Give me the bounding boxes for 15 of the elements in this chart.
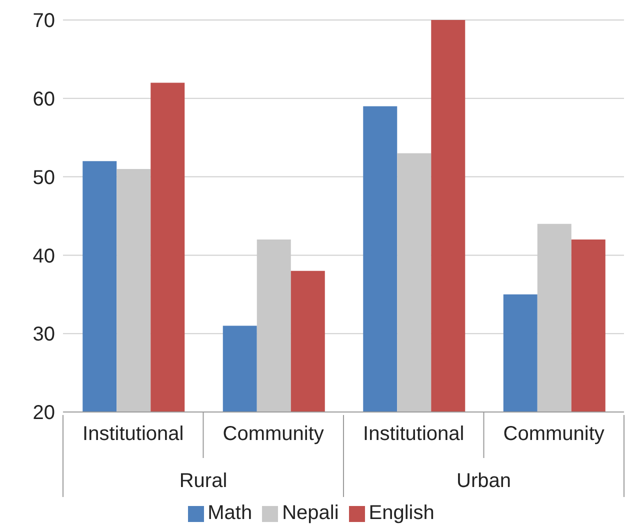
y-tick-label: 70 bbox=[32, 10, 55, 32]
x-tick-label: Institutional bbox=[82, 423, 184, 445]
legend-label: Math bbox=[208, 502, 252, 524]
y-tick-label: 30 bbox=[32, 324, 55, 346]
y-tick-label: 20 bbox=[32, 402, 55, 424]
y-tick-label: 60 bbox=[32, 88, 55, 110]
y-tick-label: 40 bbox=[32, 245, 55, 268]
x-tick-label: Community bbox=[222, 423, 324, 445]
x-tick-label: Community bbox=[503, 423, 604, 445]
text: Urban bbox=[456, 470, 511, 492]
x-tick-label: Institutional bbox=[363, 423, 464, 445]
text: Rural bbox=[179, 470, 228, 492]
legend-label: Nepali bbox=[282, 502, 339, 524]
legend-label: English bbox=[368, 502, 434, 524]
y-tick-label: 50 bbox=[32, 166, 55, 189]
